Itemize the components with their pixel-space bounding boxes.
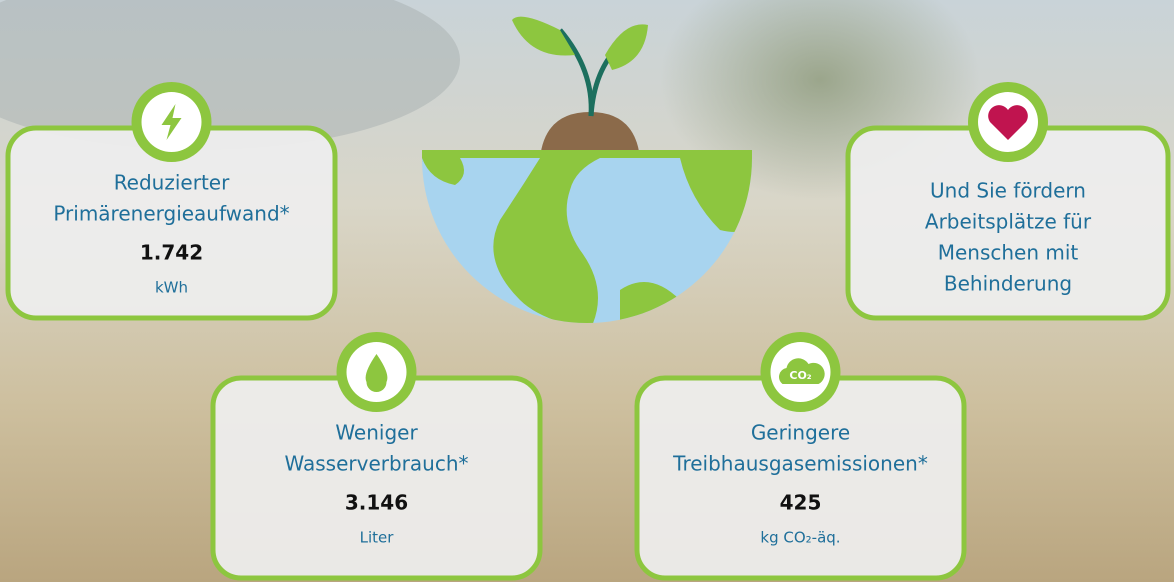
building-blur <box>0 0 460 150</box>
card-title: Treibhausgasemissionen* <box>672 452 928 476</box>
card-value: 425 <box>780 491 822 515</box>
card-value: 3.146 <box>345 491 408 515</box>
card-title: Menschen mit <box>938 241 1079 265</box>
card-title: Wasserverbrauch* <box>284 452 468 476</box>
card-title: Reduzierter <box>114 171 230 195</box>
card-title: Behinderung <box>944 272 1072 296</box>
card: CO₂ Geringere Treibhausgasemissionen* 425 kg… <box>634 332 967 581</box>
card-unit: kWh <box>155 279 188 297</box>
icon-heart <box>988 105 1028 140</box>
icon-drop <box>365 354 388 392</box>
card: Weniger Wasserverbrauch* 3.146 Liter <box>210 332 543 581</box>
card-unit: Liter <box>360 529 395 547</box>
icon-text: CO₂ <box>789 369 811 382</box>
card-title: Primärenergieaufwand* <box>53 202 289 226</box>
card-title: Arbeitsplätze für <box>925 210 1092 234</box>
icon-cloud <box>778 358 825 384</box>
card: Reduzierter Primärenergieaufwand* 1.742 kWh <box>5 82 338 321</box>
card-title: Und Sie fördern <box>930 179 1086 203</box>
card-value: 1.742 <box>140 241 203 265</box>
card-title: Geringere <box>751 421 850 445</box>
card-title: Weniger <box>335 421 418 445</box>
icon-bolt <box>161 104 182 140</box>
card-unit: kg CO₂-äq. <box>760 529 840 547</box>
card: Und Sie fördern Arbeitsplätze für Menschen… <box>845 82 1171 321</box>
